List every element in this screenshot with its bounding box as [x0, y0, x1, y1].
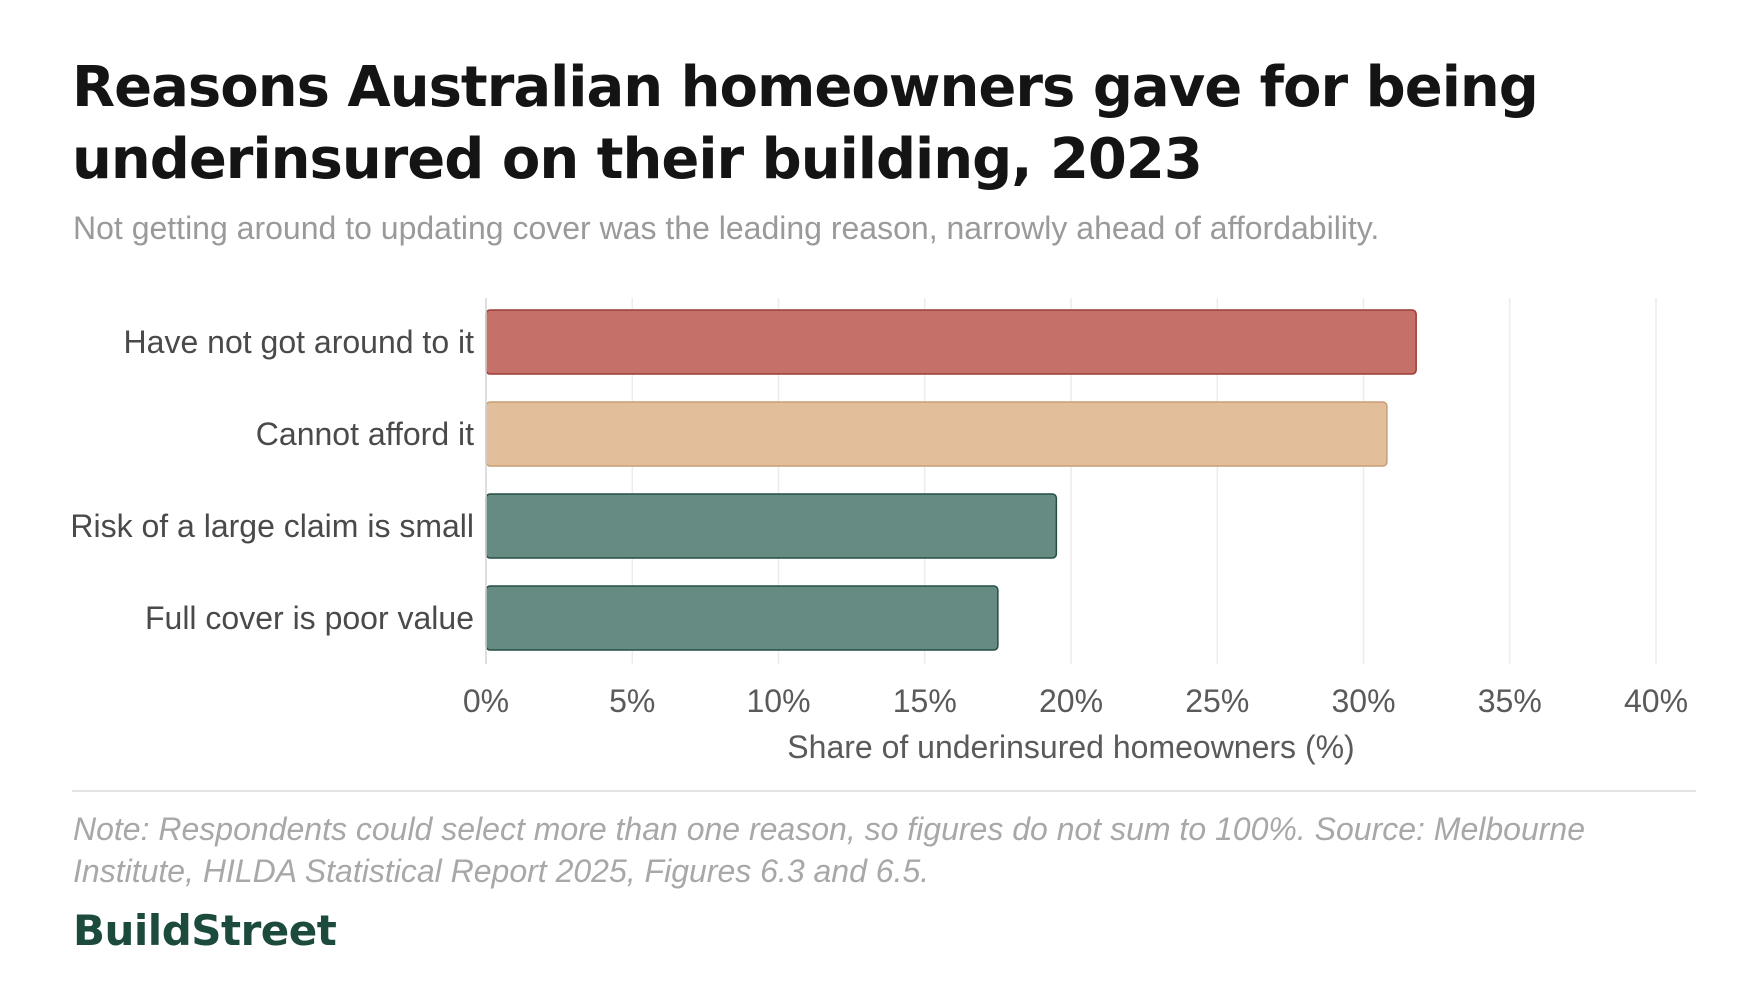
bars — [485, 309, 1417, 651]
category-label: Have not got around to it — [124, 324, 475, 360]
bar-chart: Have not got around to it Cannot afford i… — [70, 298, 1688, 765]
category-labels: Have not got around to it Cannot afford i… — [70, 324, 474, 636]
x-tick-label: 0% — [463, 683, 509, 719]
x-tick-label: 35% — [1478, 683, 1542, 719]
x-tick-labels: 0% 5% 10% 15% 20% 25% 30% 35% 40% — [463, 683, 1688, 719]
x-tick-label: 10% — [746, 683, 810, 719]
bar — [485, 401, 1388, 467]
bar — [485, 309, 1417, 375]
chart-title: Reasons Australian homeowners gave for b… — [72, 55, 1539, 192]
x-tick-label: 30% — [1331, 683, 1395, 719]
category-label: Risk of a large claim is small — [70, 508, 474, 544]
brand-logo: BuildStreet — [73, 906, 337, 955]
x-axis-title: Share of underinsured homeowners (%) — [787, 729, 1354, 765]
bar — [485, 585, 999, 651]
x-tick-label: 25% — [1185, 683, 1249, 719]
category-label: Full cover is poor value — [145, 600, 474, 636]
x-tick-label: 20% — [1039, 683, 1103, 719]
x-tick-label: 5% — [609, 683, 655, 719]
x-tick-label: 15% — [893, 683, 957, 719]
category-label: Cannot afford it — [256, 416, 474, 452]
chart-subtitle: Not getting around to updating cover was… — [73, 210, 1380, 246]
source-note: Note: Respondents could select more than… — [73, 811, 1585, 889]
footer-divider — [72, 790, 1696, 792]
bar — [485, 493, 1058, 559]
x-tick-label: 40% — [1624, 683, 1688, 719]
